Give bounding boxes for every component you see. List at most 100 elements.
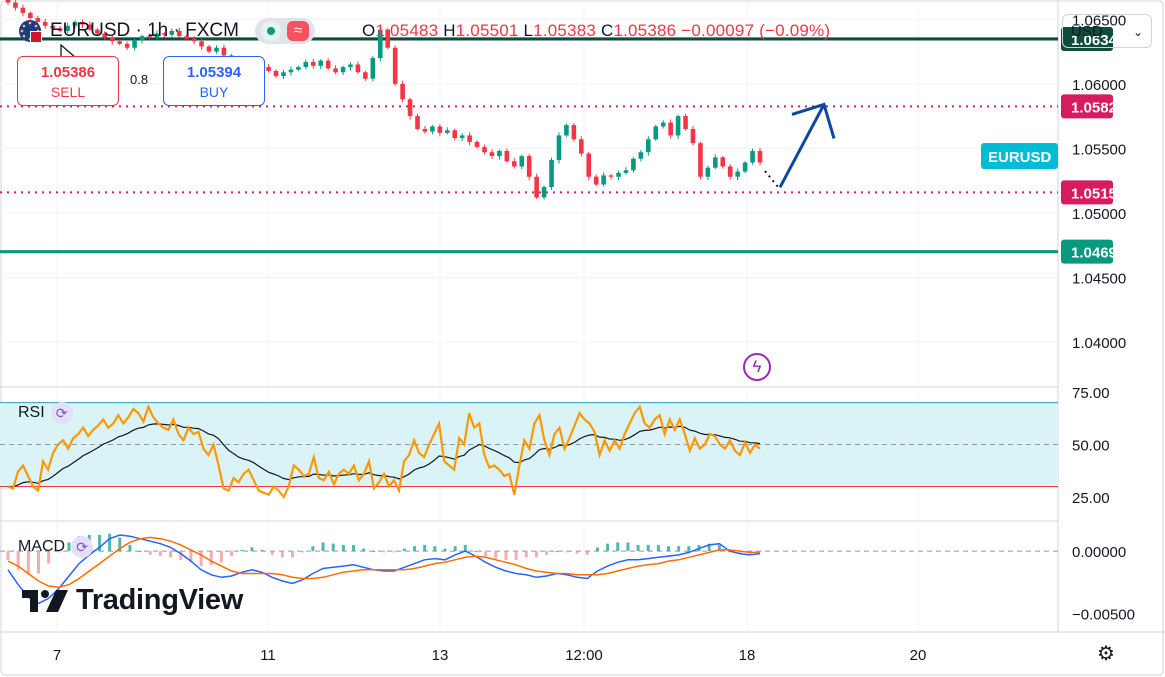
candle-body <box>631 158 636 171</box>
macd-histogram-bar <box>97 534 101 552</box>
macd-histogram-bar <box>717 544 721 552</box>
candle-body <box>705 167 711 177</box>
macd-histogram-bar <box>636 544 640 552</box>
candle-body <box>117 41 122 44</box>
macd-histogram-bar <box>230 551 234 557</box>
candle-body <box>415 116 420 129</box>
currency-value: USD <box>1071 23 1103 40</box>
macd-histogram-bar <box>6 551 10 560</box>
candle-body <box>646 139 651 153</box>
logo-text: TradingView <box>76 584 243 616</box>
rsi-band <box>0 402 1058 487</box>
macd-histogram-bar <box>209 551 213 565</box>
candle-body <box>176 30 182 37</box>
macd-histogram-bar <box>392 551 396 553</box>
candle-body <box>162 33 167 35</box>
candle-body <box>549 159 554 188</box>
candle-body <box>616 172 621 177</box>
macd-histogram-bar <box>128 544 132 552</box>
refresh-icon[interactable]: ⟳ <box>50 402 73 424</box>
macd-histogram-bar <box>118 537 122 552</box>
candle-body <box>564 125 569 136</box>
buy-price: 1.05394 <box>186 64 242 81</box>
candle-body <box>28 12 33 19</box>
candle-body <box>35 18 41 22</box>
candle-body <box>5 0 11 3</box>
buy-label: BUY <box>199 84 229 100</box>
market-status-pill[interactable]: ≈ <box>254 18 315 44</box>
candle-body <box>467 135 472 142</box>
macd-histogram-bar <box>616 542 620 552</box>
candle-body <box>370 58 376 79</box>
macd-histogram-bar <box>362 548 366 552</box>
candle-body <box>333 68 338 73</box>
time-tick-label: 12:00 <box>565 647 603 664</box>
candle-body <box>727 166 733 177</box>
candle-body <box>42 21 48 26</box>
price-tick-label: 1.05500 <box>1072 141 1126 158</box>
time-tick-label: 13 <box>432 647 449 664</box>
time-tick-label: 11 <box>260 647 276 664</box>
candle-body <box>124 43 130 48</box>
macd-histogram-bar <box>179 551 183 560</box>
time-tick-label: 7 <box>53 647 61 664</box>
candle-body <box>757 150 763 163</box>
refresh-icon[interactable]: ⟳ <box>71 536 94 558</box>
symbol-title[interactable]: EURUSD · 1h · FXCM <box>50 20 239 41</box>
candle-body <box>303 61 309 68</box>
macd-histogram-bar <box>280 551 284 558</box>
currency-select[interactable]: USD ⌄ <box>1062 14 1152 48</box>
macd-histogram-bar <box>473 551 477 553</box>
candle-body <box>735 171 740 177</box>
market-open-dot <box>266 27 275 35</box>
macd-histogram-bar <box>545 551 549 555</box>
symbol-price-tag <box>981 143 1058 170</box>
sell-button[interactable]: 1.05386 SELL <box>17 56 119 106</box>
candle-body <box>377 29 383 59</box>
rsi-legend[interactable]: RSI ⟳ <box>18 402 73 424</box>
candle-body <box>80 21 85 25</box>
macd-histogram-bar <box>47 551 51 564</box>
macd-histogram-bar <box>67 542 71 552</box>
symbol-price-tag-label: EURUSD <box>988 149 1052 166</box>
macd-histogram-bar <box>524 551 528 558</box>
macd-histogram-bar <box>555 551 559 553</box>
price-tick-label: 1.05000 <box>1072 206 1126 223</box>
macd-histogram-bar <box>158 551 162 557</box>
candle-body <box>385 29 391 48</box>
macd-histogram-bar <box>57 551 61 553</box>
gear-icon[interactable]: ⚙ <box>1097 643 1115 665</box>
macd-histogram-bar <box>341 544 345 552</box>
macd-histogram-bar <box>321 542 325 552</box>
candle-body <box>683 116 688 129</box>
candle-body <box>638 152 644 159</box>
candle-body <box>489 152 495 157</box>
spread-value: 0.8 <box>130 72 149 87</box>
rsi-tick-label: 25.00 <box>1072 490 1110 507</box>
flash-icon[interactable]: ϟ <box>743 353 771 381</box>
macd-histogram-bar <box>453 546 457 552</box>
candle-body <box>504 150 510 162</box>
candle-body <box>348 64 353 68</box>
candle-body <box>363 72 368 79</box>
candle-body <box>586 153 592 177</box>
candle-body <box>713 157 718 168</box>
candle-body <box>675 116 681 136</box>
macd-legend[interactable]: MACD ⟳ <box>18 536 94 558</box>
price-level-label: 1.06348 <box>1071 32 1125 49</box>
candle-body <box>214 47 219 52</box>
macd-histogram-bar <box>626 542 630 552</box>
candle-body <box>474 141 480 148</box>
candle-body <box>340 67 346 73</box>
macd-histogram-bar <box>565 551 569 553</box>
price-tick-label: 1.06000 <box>1072 77 1126 94</box>
candle-body <box>519 156 525 167</box>
macd-histogram-bar <box>514 551 518 560</box>
macd-histogram-bar <box>667 546 671 552</box>
buy-button[interactable]: 1.05394 BUY <box>163 56 265 106</box>
candle-body <box>444 130 450 133</box>
macd-histogram-bar <box>606 543 610 552</box>
macd-histogram-bar <box>504 551 508 560</box>
